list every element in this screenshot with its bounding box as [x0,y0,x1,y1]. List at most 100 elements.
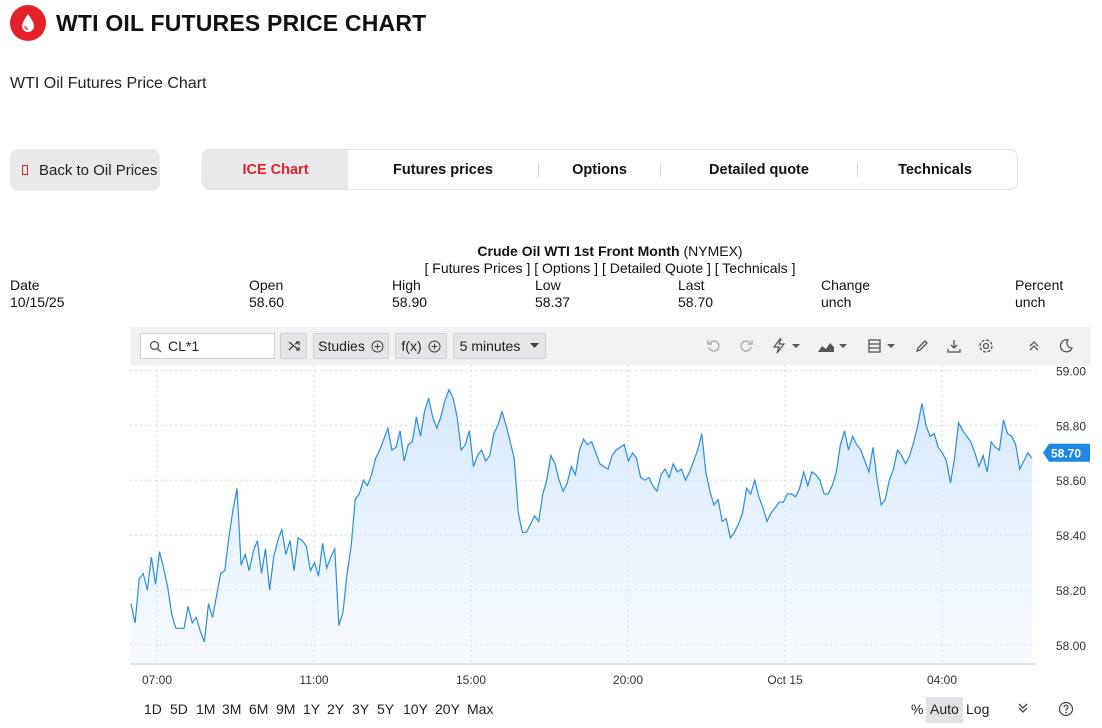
back-to-oil-prices-button[interactable]: Back to Oil Prices [10,149,160,191]
range-3y[interactable]: 3Y [352,701,370,717]
price-area [131,389,1032,664]
range-1y[interactable]: 1Y [303,701,321,717]
draw-icon[interactable] [912,336,932,356]
last-price-badge [1043,443,1090,462]
price-chart[interactable]: 59.00 58.80 58.60 58.40 58.20 58.00 07:00 11:00… [130,365,1090,697]
stat-high: High 58.90 [392,277,427,311]
events-icon[interactable] [770,336,802,356]
stat-open: Open 58.60 [249,277,284,311]
collapse-icon[interactable] [1024,336,1044,356]
tab-ice-chart[interactable]: ICE Chart [203,150,348,189]
tab-futures-prices[interactable]: Futures prices [393,161,493,178]
interval-label: 5 minutes [459,338,521,354]
stat-label: Last [678,277,705,293]
x-tick-label: Oct 15 [767,673,803,687]
link-detailed-quote[interactable]: [ Detailed Quote ] [601,260,711,276]
range-3m[interactable]: 3M [222,701,242,717]
stat-label: High [392,277,421,293]
range-5d[interactable]: 5D [170,701,188,717]
x-tick-label: 11:00 [299,673,328,687]
studies-button[interactable]: Studies [313,333,389,359]
x-tick-label: 04:00 [927,673,957,687]
stat-label: Low [535,277,561,293]
compare-button[interactable] [280,333,307,359]
y-tick-label: 58.80 [1056,419,1086,433]
theme-icon[interactable] [1056,336,1076,356]
quote-heading: Crude Oil WTI 1st Front Month (NYMEX) [0,243,1102,259]
quote-links: [ Futures Prices ] [ Options ] [ Detaile… [0,260,1102,276]
expand-icon[interactable] [1017,701,1029,717]
range-10y[interactable]: 10Y [403,701,428,717]
stat-change: Change unch [821,277,870,311]
studies-label: Studies [318,338,365,354]
stat-value: 58.70 [678,294,714,310]
link-options[interactable]: [ Options ] [534,260,599,276]
range-5y[interactable]: 5Y [377,701,395,717]
tab-detailed-quote[interactable]: Detailed quote [709,161,809,178]
range-9m[interactable]: 9M [276,701,296,717]
link-futures-prices[interactable]: [ Futures Prices ] [424,260,531,276]
stat-value: 10/15/25 [10,294,65,310]
tab-divider [538,162,539,177]
interval-select[interactable]: 5 minutes [453,333,546,359]
y-tick-label: 58.00 [1056,639,1086,653]
caret-down-icon [530,343,540,349]
range-2y[interactable]: 2Y [327,701,345,717]
tab-divider [660,162,661,177]
stat-value: unch [1015,294,1046,310]
link-technicals[interactable]: [ Technicals ] [714,260,796,276]
functions-button[interactable]: f(x) [395,333,447,359]
tab-technicals[interactable]: Technicals [898,161,972,178]
range-1d[interactable]: 1D [144,701,162,717]
page-header: WTI OIL FUTURES PRICE CHART [10,4,426,42]
x-tick-label: 07:00 [142,673,172,687]
templates-icon[interactable] [866,336,898,356]
oil-drop-icon [10,5,46,41]
x-tick-label: 15:00 [456,673,486,687]
log-scale-button[interactable]: Log [966,701,990,717]
stat-label: Change [821,277,871,293]
last-price-label: 58.70 [1051,446,1081,460]
download-icon[interactable] [944,336,964,356]
chart-toolbar: CL*1 Studies f(x) 5 minutes [130,327,1090,365]
compare-icon [287,339,301,353]
undo-icon[interactable] [704,336,724,356]
help-icon[interactable] [1058,701,1074,720]
page-title: WTI OIL FUTURES PRICE CHART [56,9,427,36]
range-1m[interactable]: 1M [196,701,216,717]
chart-tabs: ICE Chart Futures prices Options Detaile… [202,149,1018,190]
chart-type-icon[interactable] [816,336,850,356]
symbol-value: CL*1 [168,338,200,354]
percent-scale-button[interactable]: % [911,701,924,717]
page-subtitle: WTI Oil Futures Price Chart [10,75,207,92]
y-tick-label: 58.20 [1056,584,1086,598]
stat-percent: Percent unch [1015,277,1063,311]
stat-last: Last 58.70 [678,277,713,311]
stat-value: 58.37 [535,294,571,310]
range-20y[interactable]: 20Y [435,701,460,717]
y-tick-label: 58.60 [1056,474,1086,488]
stat-value: 58.60 [249,294,285,310]
tab-divider [857,162,858,177]
stat-label: Date [10,277,40,293]
stat-label: Percent [1015,277,1064,293]
stat-label: Open [249,277,284,293]
y-tick-label: 58.40 [1056,529,1086,543]
range-max[interactable]: Max [467,701,494,717]
stat-date: Date 10/15/25 [10,277,65,311]
auto-scale-button[interactable]: Auto [926,697,963,723]
price-line [130,388,1033,643]
redo-icon[interactable] [736,336,756,356]
functions-label: f(x) [401,338,422,354]
instrument-exchange: (NYMEX) [683,243,743,259]
tab-options[interactable]: Options [572,161,627,178]
instrument-name: Crude Oil WTI 1st Front Month [477,243,680,259]
back-icon [22,165,28,175]
search-icon [149,340,162,353]
chart-widget: CL*1 Studies f(x) 5 minutes 59.00 58.80 58… [130,327,1090,723]
symbol-search-input[interactable]: CL*1 [140,333,275,359]
range-6m[interactable]: 6M [249,701,269,717]
settings-icon[interactable] [976,336,996,356]
y-tick-label: 59.00 [1056,365,1086,378]
x-tick-label: 20:00 [613,673,643,687]
